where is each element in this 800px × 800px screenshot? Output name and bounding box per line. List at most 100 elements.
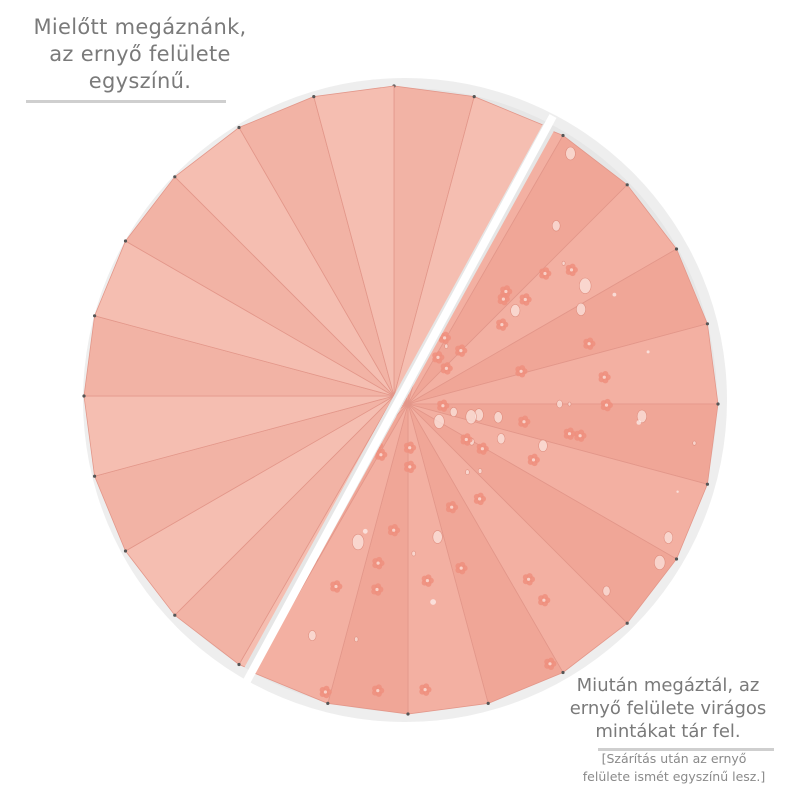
caption-before: Mielőtt megáznánk, az ernyő felülete egy… <box>20 14 260 95</box>
flower-icon <box>445 500 459 514</box>
water-droplet-icon <box>692 440 697 446</box>
flower-center <box>392 528 396 532</box>
flower-center <box>459 566 463 570</box>
water-droplet-icon <box>567 401 572 407</box>
flower-center <box>504 289 508 294</box>
caption-after-underline <box>598 748 774 751</box>
rib-tip <box>705 482 710 486</box>
flower-center <box>542 598 546 602</box>
flower-petal <box>334 580 341 587</box>
split-gap <box>238 114 557 692</box>
flower-petal <box>425 574 432 581</box>
water-droplet-icon <box>477 468 483 474</box>
flower-icon <box>419 683 432 696</box>
flower-icon <box>330 580 343 593</box>
canopy-panel <box>313 85 395 397</box>
rib-tip <box>173 175 177 179</box>
flower-center <box>323 690 327 694</box>
flower-center <box>569 268 574 272</box>
flower-center <box>519 369 523 373</box>
flower-icon <box>565 263 578 277</box>
flower-center <box>500 323 504 327</box>
flower-petal <box>423 683 430 690</box>
flower-center <box>443 336 447 340</box>
water-droplet-icon <box>432 530 443 544</box>
flower-icon <box>518 415 531 428</box>
flower-petal <box>378 448 385 455</box>
caption-after-line: mintákat tár fel. <box>595 721 741 742</box>
flower-icon <box>403 441 417 454</box>
water-droplet-icon <box>646 350 650 354</box>
flower-petal <box>459 561 466 568</box>
water-droplet-icon <box>565 146 576 161</box>
flower-icon <box>519 293 532 306</box>
water-droplet-icon <box>663 531 674 544</box>
rib-tip <box>561 133 565 138</box>
flower-petal <box>375 583 382 590</box>
flower-center <box>376 561 380 565</box>
flower-icon <box>460 433 473 446</box>
flower-icon <box>437 399 450 412</box>
flower-icon <box>539 267 552 280</box>
water-droplet-icon <box>653 554 666 570</box>
flower-petal <box>531 453 538 460</box>
flower-icon <box>371 583 384 596</box>
flower-icon <box>574 429 587 442</box>
flower-icon <box>372 556 385 570</box>
rib-tip <box>561 670 565 675</box>
flower-petal <box>569 263 576 270</box>
flower-icon <box>497 292 510 306</box>
flower-center <box>376 689 380 693</box>
flower-center <box>478 497 482 501</box>
flower-center <box>334 584 338 589</box>
flower-petal <box>501 292 508 299</box>
flower-center <box>450 505 454 509</box>
flower-petal <box>541 593 548 600</box>
flower-icon <box>455 561 468 575</box>
water-droplet-icon <box>561 260 566 266</box>
flower-center <box>527 577 531 581</box>
water-droplet-icon <box>411 550 416 557</box>
rib-tip <box>326 701 330 706</box>
caption-before-line: egyszínű. <box>88 69 192 93</box>
flower-icon <box>515 365 528 378</box>
flower-icon <box>421 574 434 587</box>
rib-tip <box>123 549 128 553</box>
caption-before-underline <box>26 100 226 103</box>
rib-tip <box>705 322 710 326</box>
flower-icon <box>522 573 535 586</box>
flower-petal <box>526 573 533 580</box>
flower-icon <box>387 523 401 537</box>
flower-center <box>444 366 448 370</box>
flower-icon <box>455 344 468 357</box>
flower-petal <box>477 492 484 499</box>
flower-center <box>522 420 526 424</box>
water-droplet-icon <box>493 411 503 424</box>
flower-petal <box>578 429 585 436</box>
flower-petal <box>375 684 382 691</box>
flower-center <box>408 465 412 469</box>
rib-tip <box>93 474 97 478</box>
flower-petal <box>391 523 398 530</box>
flower-center <box>425 579 429 583</box>
flower-petal <box>407 441 414 448</box>
rib-tip <box>82 394 86 398</box>
flower-icon <box>598 370 611 384</box>
flower-center <box>436 355 440 359</box>
water-droplet-icon <box>636 420 642 425</box>
flower-center <box>464 437 468 442</box>
rib-tip <box>123 239 128 243</box>
flower-petal <box>480 442 487 449</box>
caption-after-line: Miután megáztál, az <box>576 675 760 696</box>
caption-after-line: ernyő felülete virágos <box>569 698 767 719</box>
flower-icon <box>496 318 509 331</box>
flower-center <box>604 403 609 407</box>
rib-tip <box>237 662 241 667</box>
water-droplet-icon <box>465 409 477 425</box>
water-droplet-icon <box>612 292 617 297</box>
flower-icon <box>440 362 453 375</box>
rib-tip <box>312 95 316 99</box>
flower-center <box>548 662 552 666</box>
flower-petal <box>323 685 330 692</box>
rib-tip <box>716 402 720 406</box>
